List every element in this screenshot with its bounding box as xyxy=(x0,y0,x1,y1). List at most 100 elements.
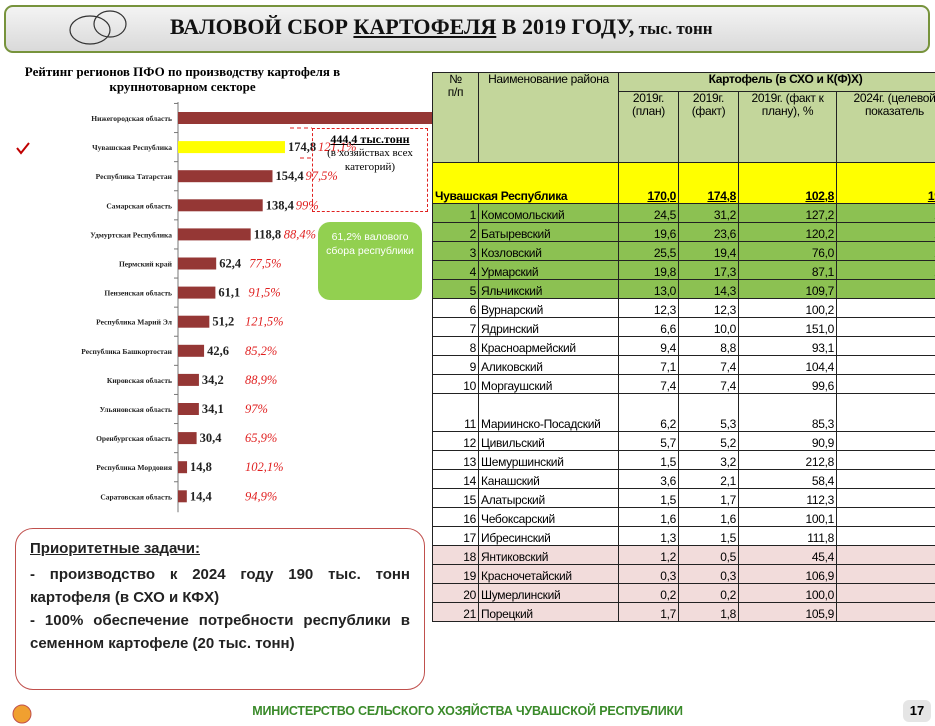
table-cell: 1,3 xyxy=(619,527,679,546)
table-cell: 0,3 xyxy=(619,565,679,584)
table-cell: 7,4 xyxy=(679,356,739,375)
y-tick-label: Пензенская область xyxy=(104,289,172,298)
growth-label: 91,5% xyxy=(248,286,280,300)
table-cell: 1, xyxy=(837,451,935,470)
table-cell: 93,1 xyxy=(739,337,837,356)
table-cell: 10, xyxy=(837,337,935,356)
growth-label: 88,9% xyxy=(245,373,277,387)
header-cell: 2024г. (целевой показатель xyxy=(837,92,935,163)
table-cell: 87,1 xyxy=(739,261,837,280)
table-cell: 14,3 xyxy=(679,280,739,299)
table-cell: 111,8 xyxy=(739,527,837,546)
table-cell: Комсомольский xyxy=(479,204,619,223)
growth-label: 65,9% xyxy=(245,431,277,445)
table-cell: Канашский xyxy=(479,470,619,489)
table-cell: 102,8 xyxy=(739,163,837,204)
table-cell: 19 xyxy=(433,565,479,584)
table-cell: 76,0 xyxy=(739,242,837,261)
growth-label: 97% xyxy=(245,402,268,416)
y-tick-label: Республика Марий Эл xyxy=(96,318,173,327)
table-cell: 212,8 xyxy=(739,451,837,470)
table-cell: 7, xyxy=(837,356,935,375)
growth-label: 88,4% xyxy=(284,227,316,241)
title-part: ВАЛОВОЙ СБОР xyxy=(170,14,353,39)
table-cell: 1, xyxy=(837,527,935,546)
y-tick-label: Самарская область xyxy=(106,201,172,210)
table-cell: 9 xyxy=(433,356,479,375)
table-cell: 24,5 xyxy=(619,204,679,223)
table-cell: 14 xyxy=(433,470,479,489)
table-cell: Янтиковский xyxy=(479,546,619,565)
growth-label: 102,1% xyxy=(245,460,284,474)
table-cell: 58,4 xyxy=(739,470,837,489)
table-cell: 45,4 xyxy=(739,546,837,565)
callout: 61,2% валового сбора республики xyxy=(318,222,422,300)
table-row: 9Аликовский7,17,4104,47, xyxy=(433,356,935,375)
table-cell: 21 xyxy=(433,603,479,622)
table-cell: 19,8 xyxy=(619,261,679,280)
y-tick-label: Саратовская область xyxy=(100,492,172,501)
bar xyxy=(178,345,204,357)
table-cell: 1,6 xyxy=(679,508,739,527)
value-label: 34,1 xyxy=(202,402,224,416)
y-tick-label: Удмуртская Республика xyxy=(90,230,172,239)
table-cell: 6,2 xyxy=(619,394,679,432)
table-cell: 14, xyxy=(837,280,935,299)
table-cell: 27, xyxy=(837,204,935,223)
value-label: 62,4 xyxy=(219,257,242,271)
header-cell: 2019г. (факт к плану), % xyxy=(739,92,837,163)
table-cell: Алатырский xyxy=(479,489,619,508)
table-row: 21Порецкий1,71,8105,91, xyxy=(433,603,935,622)
table-cell: 0, xyxy=(837,565,935,584)
table-cell: 11 xyxy=(433,394,479,432)
y-tick-label: Республика Татарстан xyxy=(96,172,173,181)
table-cell: 6 xyxy=(433,299,479,318)
chart-title: Рейтинг регионов ПФО по производству кар… xyxy=(20,64,345,94)
table-cell: 19,6 xyxy=(619,223,679,242)
table-cell: 1,6 xyxy=(619,508,679,527)
table-cell: 8 xyxy=(433,337,479,356)
table-cell: Красночетайский xyxy=(479,565,619,584)
table-cell: 6,6 xyxy=(619,318,679,337)
table-cell: 1, xyxy=(837,489,935,508)
table-cell: Урмарский xyxy=(479,261,619,280)
table-cell: 12,3 xyxy=(619,299,679,318)
table-body: Чувашская Республика170,0174,8102,8190,1… xyxy=(433,163,935,622)
table-cell: 1,5 xyxy=(619,489,679,508)
bar xyxy=(178,141,285,153)
table-cell: Чувашская Республика xyxy=(433,163,619,204)
value-label: 51,2 xyxy=(212,315,234,329)
table-row: 15Алатырский1,51,7112,31, xyxy=(433,489,935,508)
table-cell: 106,9 xyxy=(739,565,837,584)
value-label: 30,4 xyxy=(200,431,223,445)
table-cell: 9,4 xyxy=(619,337,679,356)
table-cell: Мариинско-Посадский xyxy=(479,394,619,432)
table-cell: 0,5 xyxy=(679,546,739,565)
table-cell: 85,3 xyxy=(739,394,837,432)
table-cell: Яльчикский xyxy=(479,280,619,299)
table-cell: 100,2 xyxy=(739,299,837,318)
table-cell: 2,1 xyxy=(679,470,739,489)
slide-title: ВАЛОВОЙ СБОР КАРТОФЕЛЯ В 2019 ГОДУ, тыс.… xyxy=(170,14,713,40)
table-cell: 104,4 xyxy=(739,356,837,375)
table-cell: 4 xyxy=(433,261,479,280)
value-label: 14,8 xyxy=(190,460,212,474)
table-row: 8Красноармейский9,48,893,110, xyxy=(433,337,935,356)
table-cell: Ядринский xyxy=(479,318,619,337)
table-cell: 2 xyxy=(433,223,479,242)
growth-label: 94,9% xyxy=(245,489,277,503)
value-label: 138,4 xyxy=(266,198,295,212)
table-row: 11Мариинско-Посадский6,25,385,36, xyxy=(433,394,935,432)
table-cell: Вурнарский xyxy=(479,299,619,318)
y-tick-label: Ульяновская область xyxy=(100,405,172,414)
table-cell: 170,0 xyxy=(619,163,679,204)
table-cell: 0,3 xyxy=(679,565,739,584)
table-cell: 174,8 xyxy=(679,163,739,204)
table-cell: 1,7 xyxy=(679,489,739,508)
table-cell: 25,5 xyxy=(619,242,679,261)
bar xyxy=(178,228,251,240)
